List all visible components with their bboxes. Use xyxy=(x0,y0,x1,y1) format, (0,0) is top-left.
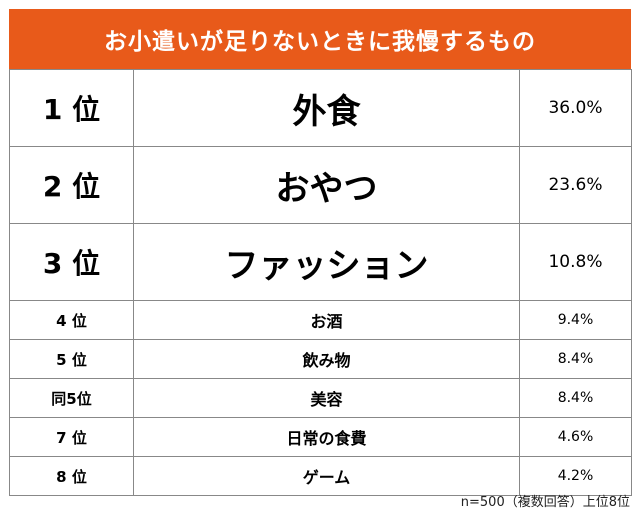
ranking-table: 1 位 外食 36.0% 2 位 おやつ 23.6% 3 位 ファッション 10… xyxy=(9,69,632,496)
rank-cell: 8 位 xyxy=(9,456,134,496)
rank-cell: 同5位 xyxy=(9,378,134,418)
percent-cell: 4.6% xyxy=(519,417,632,457)
table-row: 1 位 外食 36.0% xyxy=(9,69,632,147)
percent-cell: 4.2% xyxy=(519,456,632,496)
item-cell: 美容 xyxy=(133,378,520,418)
item-cell: ファッション xyxy=(133,223,520,301)
title-bar: お小遣いが足りないときに我慢するもの xyxy=(9,9,631,69)
table-row: 4 位 お酒 9.4% xyxy=(9,300,632,340)
rank-cell: 5 位 xyxy=(9,339,134,379)
rank-cell: 4 位 xyxy=(9,300,134,340)
item-cell: お酒 xyxy=(133,300,520,340)
percent-cell: 36.0% xyxy=(519,69,632,147)
percent-cell: 8.4% xyxy=(519,378,632,418)
rank-cell: 7 位 xyxy=(9,417,134,457)
table-row: 3 位 ファッション 10.8% xyxy=(9,223,632,301)
table-row: 5 位 飲み物 8.4% xyxy=(9,339,632,379)
item-cell: 外食 xyxy=(133,69,520,147)
item-cell: 飲み物 xyxy=(133,339,520,379)
table-row: 2 位 おやつ 23.6% xyxy=(9,146,632,224)
table-row: 同5位 美容 8.4% xyxy=(9,378,632,418)
table-row: 7 位 日常の食費 4.6% xyxy=(9,417,632,457)
rank-cell: 1 位 xyxy=(9,69,134,147)
sample-footnote: n=500（複数回答）上位8位 xyxy=(460,495,630,510)
item-cell: 日常の食費 xyxy=(133,417,520,457)
chart-title: お小遣いが足りないときに我慢するもの xyxy=(104,29,536,55)
rank-cell: 2 位 xyxy=(9,146,134,224)
table-row: 8 位 ゲーム 4.2% xyxy=(9,456,632,496)
percent-cell: 23.6% xyxy=(519,146,632,224)
item-cell: おやつ xyxy=(133,146,520,224)
item-cell: ゲーム xyxy=(133,456,520,496)
percent-cell: 9.4% xyxy=(519,300,632,340)
rank-cell: 3 位 xyxy=(9,223,134,301)
percent-cell: 8.4% xyxy=(519,339,632,379)
percent-cell: 10.8% xyxy=(519,223,632,301)
